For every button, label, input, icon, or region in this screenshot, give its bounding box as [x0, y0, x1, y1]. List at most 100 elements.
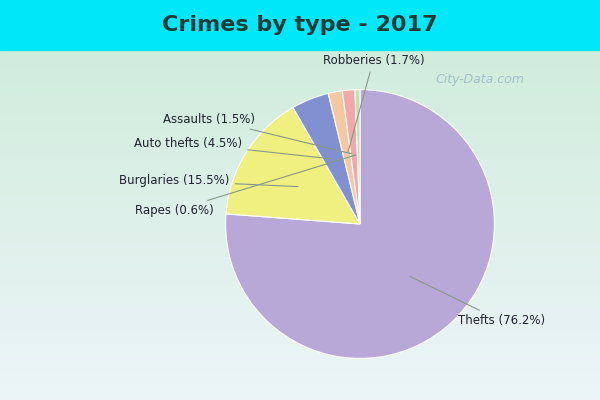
Bar: [0, 258, 600, 260]
Bar: [0, 214, 600, 216]
Bar: [0, 312, 600, 314]
Bar: [0, 279, 600, 281]
Bar: [0, 251, 600, 253]
Bar: [0, 190, 600, 192]
Bar: [0, 368, 600, 370]
Bar: [0, 208, 600, 209]
Bar: [0, 321, 600, 323]
Bar: [0, 246, 600, 248]
Bar: [0, 172, 600, 174]
Bar: [0, 155, 600, 157]
Bar: [0, 111, 600, 113]
Bar: [0, 292, 600, 293]
Wedge shape: [328, 91, 360, 224]
Bar: [0, 83, 600, 85]
Bar: [0, 143, 600, 144]
Bar: [0, 90, 600, 92]
Bar: [0, 278, 600, 279]
Bar: [0, 374, 600, 376]
Bar: [0, 237, 600, 239]
Bar: [0, 362, 600, 363]
Bar: [0, 248, 600, 250]
Bar: [0, 269, 600, 270]
Bar: [0, 256, 600, 258]
Bar: [0, 204, 600, 206]
Bar: [0, 264, 600, 265]
Bar: [0, 211, 600, 213]
Bar: [0, 202, 600, 204]
Bar: [0, 118, 600, 120]
Bar: [0, 381, 600, 382]
Bar: [0, 180, 600, 181]
Bar: [0, 302, 600, 304]
Bar: [0, 370, 600, 372]
Bar: [0, 166, 600, 167]
Bar: [0, 288, 600, 290]
Bar: [0, 276, 600, 278]
Bar: [0, 297, 600, 298]
Bar: [0, 73, 600, 74]
Bar: [0, 186, 600, 188]
Bar: [0, 218, 600, 220]
Bar: [0, 365, 600, 367]
Bar: [0, 176, 600, 178]
Bar: [0, 335, 600, 337]
Bar: [0, 286, 600, 288]
Bar: [0, 87, 600, 88]
Bar: [0, 396, 600, 398]
Bar: [0, 391, 600, 393]
Text: Assaults (1.5%): Assaults (1.5%): [163, 113, 352, 154]
Bar: [0, 377, 600, 379]
Bar: [0, 223, 600, 225]
Bar: [0, 101, 600, 102]
Bar: [0, 132, 600, 134]
Bar: [0, 52, 600, 54]
Bar: [0, 390, 600, 391]
Text: Crimes by type - 2017: Crimes by type - 2017: [162, 15, 438, 35]
Bar: [0, 162, 600, 164]
Bar: [0, 232, 600, 234]
Wedge shape: [343, 90, 360, 224]
Bar: [0, 138, 600, 139]
Wedge shape: [226, 90, 494, 358]
Bar: [0, 122, 600, 124]
Bar: [0, 169, 600, 171]
Bar: [0, 242, 600, 244]
Bar: [0, 354, 600, 356]
Bar: [0, 339, 600, 340]
Bar: [0, 284, 600, 286]
Bar: [0, 228, 600, 230]
Bar: [0, 106, 600, 108]
Wedge shape: [226, 108, 360, 224]
Bar: [0, 197, 600, 199]
Bar: [0, 386, 600, 388]
Bar: [0, 360, 600, 362]
Bar: [0, 62, 600, 64]
Bar: [0, 104, 600, 106]
Bar: [0, 358, 600, 360]
Bar: [0, 76, 600, 78]
Bar: [0, 398, 600, 400]
Bar: [0, 253, 600, 255]
Bar: [0, 125, 600, 127]
Bar: [0, 146, 600, 148]
Bar: [0, 164, 600, 166]
Bar: [0, 150, 600, 152]
Bar: [0, 57, 600, 59]
Bar: [0, 388, 600, 390]
Bar: [0, 236, 600, 237]
Bar: [0, 200, 600, 202]
Bar: [0, 344, 600, 346]
Bar: [0, 130, 600, 132]
Bar: [0, 346, 600, 348]
Bar: [0, 192, 600, 194]
Bar: [0, 283, 600, 284]
Bar: [0, 174, 600, 176]
Bar: [0, 384, 600, 386]
Text: City-Data.com: City-Data.com: [436, 74, 524, 86]
Bar: [0, 54, 600, 55]
Bar: [0, 157, 600, 158]
Bar: [0, 194, 600, 195]
Bar: [0, 239, 600, 241]
Bar: [0, 96, 600, 97]
